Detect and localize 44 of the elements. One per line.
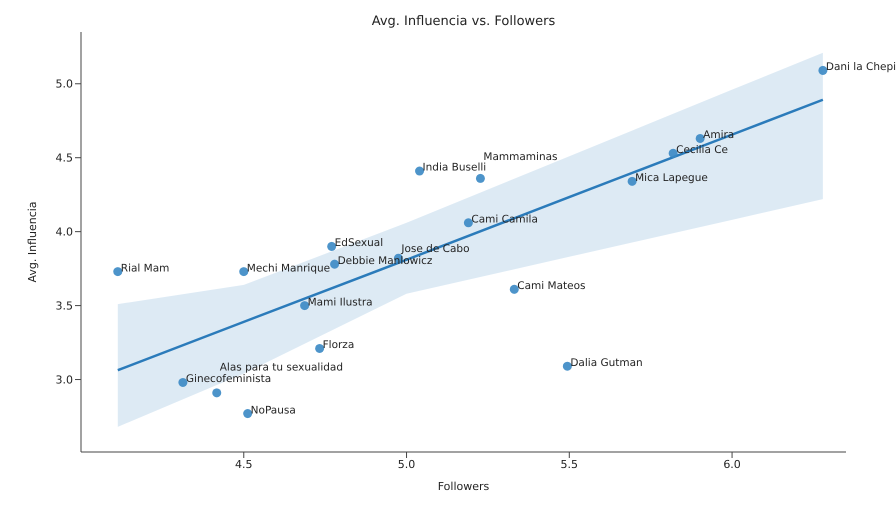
annotation: Alas para tu sexualidad <box>220 362 344 374</box>
x-tick-label: 5.0 <box>398 458 416 471</box>
annotation: Dani la Chepi <box>826 61 896 74</box>
point <box>415 166 424 176</box>
point <box>300 301 310 310</box>
y-tick-label: 3.5 <box>56 299 73 312</box>
annotation: Dalia Gutman <box>570 356 643 369</box>
point <box>212 388 222 398</box>
y-tick-label: 5.0 <box>56 78 73 91</box>
annotation: EdSexual <box>334 237 384 250</box>
y-tick-label: 3.0 <box>56 373 73 386</box>
point <box>628 176 637 186</box>
x-tick-label: 5.5 <box>560 458 578 471</box>
point <box>330 260 340 269</box>
annotation: Cami Mateos <box>517 280 586 292</box>
point <box>239 267 248 276</box>
x-axis-title: Followers <box>438 480 490 493</box>
point <box>668 148 678 158</box>
line-series <box>116 98 824 372</box>
annotation: Mechi Manrique <box>246 262 330 274</box>
point <box>476 174 485 183</box>
annotation: Mica Lapegue <box>635 172 708 184</box>
point <box>113 267 122 276</box>
y-tick-label: 4.0 <box>56 226 73 239</box>
point <box>178 378 188 387</box>
x-tick-label: 4.5 <box>235 458 253 471</box>
point <box>327 242 336 251</box>
chart-title: Avg. Influencia vs. Followers <box>370 14 556 29</box>
annotation: Rial Mam <box>120 262 170 274</box>
x-tick-label: 6.0 <box>723 458 741 471</box>
annotation: NoPausa <box>250 404 296 416</box>
point <box>818 66 828 75</box>
annotation: Florza <box>322 339 354 352</box>
point <box>562 362 572 371</box>
annotation: Mami Ilustra <box>308 296 373 308</box>
point <box>315 344 324 353</box>
y-axis-title: Avg. Influencia <box>26 201 39 283</box>
annotation: Ginecofeminista <box>186 373 272 386</box>
point <box>464 218 473 228</box>
annotation: India Buselli <box>422 162 486 174</box>
point <box>510 284 519 294</box>
point <box>243 409 252 418</box>
y-tick-label: 4.5 <box>56 152 73 165</box>
annotation: Mammaminas <box>483 151 558 164</box>
